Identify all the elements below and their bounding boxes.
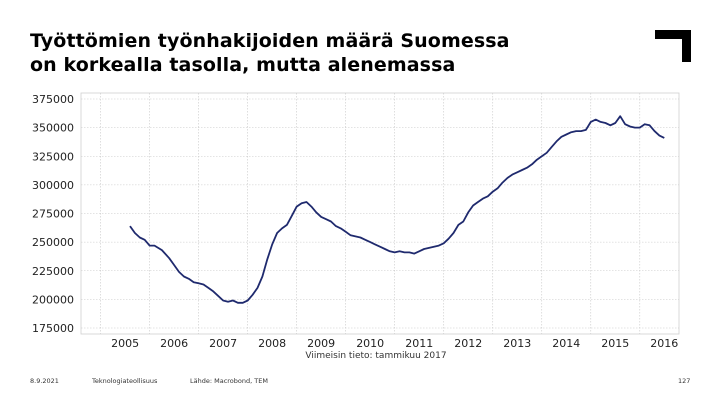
y-tick-label: 200000 [32,293,74,306]
x-tick-label: 2013 [503,337,531,350]
y-tick-label: 300000 [32,179,74,192]
y-tick-label: 225000 [32,265,74,278]
y-tick-label: 350000 [32,122,74,135]
y-tick-label: 325000 [32,150,74,163]
corner-bracket-logo [655,30,691,62]
x-tick-label: 2012 [454,337,482,350]
x-tick-label: 2014 [552,337,580,350]
footer-org: Teknologiateollisuus [92,377,158,385]
footer-date: 8.9.2021 [30,377,59,385]
chart-note: Viimeisin tieto: tammikuu 2017 [305,351,446,361]
title-line-2: on korkealla tasolla, mutta alenemassa [30,54,456,76]
gridlines [81,93,679,334]
x-tick-label: 2016 [650,337,678,350]
slide-title: Työttömien työnhakijoiden määrä Suomessa… [30,29,630,77]
x-tick-label: 2011 [405,337,433,350]
x-axis-ticks: 2005 2006 2007 2008 2009 2010 2011 2012 2013 2014… [111,337,678,350]
y-tick-label: 275000 [32,208,74,221]
y-axis-ticks: 175000 200000 225000 250000 275000 300000 3250… [32,93,74,335]
x-tick-label: 2015 [601,337,629,350]
y-tick-label: 250000 [32,236,74,249]
footer-page-number: 127 [678,377,691,385]
x-tick-label: 2006 [160,337,188,350]
x-tick-label: 2010 [356,337,384,350]
footer-source: Lähde: Macrobond, TEM [190,377,268,385]
series-line [129,115,665,304]
y-tick-label: 175000 [32,322,74,335]
x-tick-label: 2007 [209,337,237,350]
x-tick-label: 2005 [111,337,139,350]
x-tick-label: 2009 [307,337,335,350]
title-line-1: Työttömien työnhakijoiden määrä Suomessa [30,30,510,52]
y-tick-label: 375000 [32,93,74,106]
x-tick-label: 2008 [258,337,286,350]
